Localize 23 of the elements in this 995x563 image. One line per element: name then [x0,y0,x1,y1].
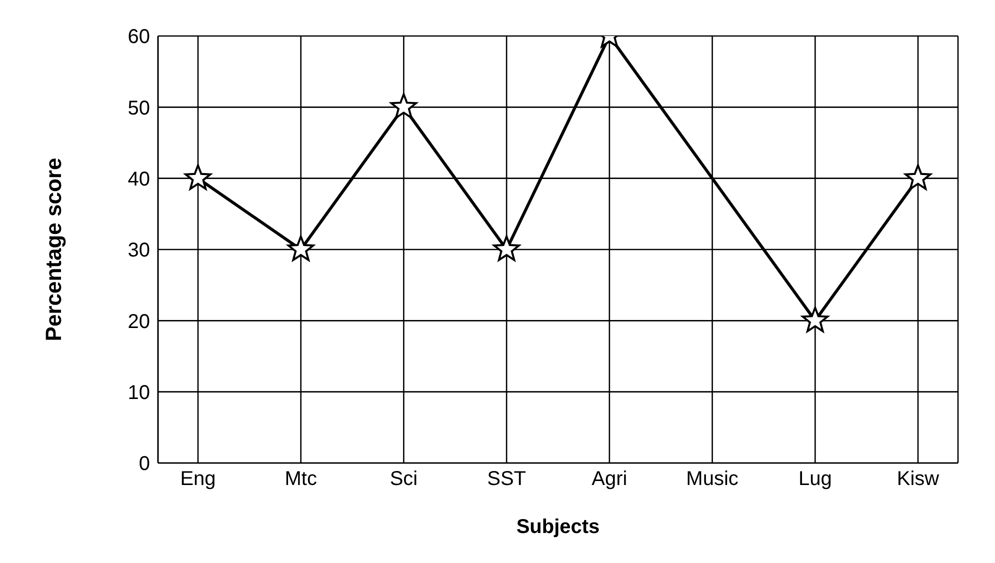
x-tick-label: Sci [390,468,418,490]
y-tick-label: 40 [128,168,150,190]
x-tick-label: Eng [180,468,216,490]
y-tick-label: 0 [138,453,150,476]
x-tick-label: SST [487,468,526,490]
y-tick-label: 10 [128,382,150,404]
x-tick-label: Kisw [896,468,940,490]
point [904,164,932,190]
x-tick-label: Mtc [284,468,317,490]
point [493,236,520,262]
y-tick-label: 30 [128,240,150,262]
point [184,164,212,190]
y-tick-label: 50 [128,97,150,120]
y-axis-title: Percentage score [40,158,66,342]
y-tick-label: 20 [128,310,150,333]
x-axis-title: Subjects [516,516,600,538]
x-tick-label: Music [686,468,738,490]
point [802,306,829,332]
x-tick-label: Agri [592,468,628,490]
point [390,93,418,119]
y-tick-label: 60 [128,26,150,48]
x-tick-label: Lug [798,468,832,490]
point [287,236,314,262]
